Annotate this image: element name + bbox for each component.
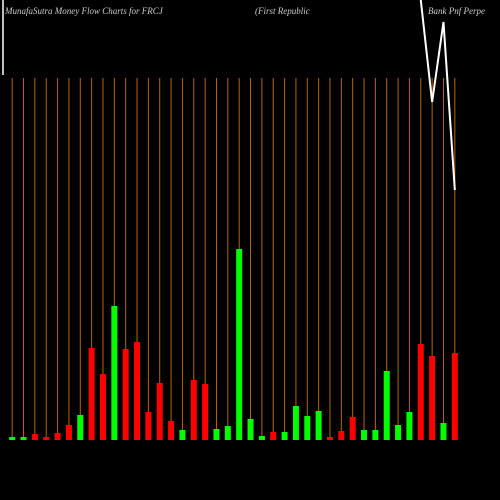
chart-title: (First Republic [255,6,310,16]
bar [304,416,311,440]
bar [247,419,254,440]
chart-title: MunafaSutra Money Flow Charts for FRCJ [4,6,164,16]
bar [440,423,447,440]
bar [179,430,186,440]
bar [315,411,322,440]
bar [88,348,95,440]
bar [236,249,243,440]
bar [9,437,16,440]
bar [281,432,288,440]
bar [451,353,458,440]
bar [168,421,175,440]
bar [111,306,118,440]
bar [292,406,299,440]
bar [429,356,436,440]
bar [145,412,152,440]
bar [77,415,84,440]
bar [406,412,413,440]
bar [20,437,27,440]
bar [349,417,356,440]
bar [372,430,379,440]
bar [54,433,61,440]
bar [258,436,265,440]
bar [99,374,106,440]
bar [65,425,72,440]
bar [361,430,368,440]
bar [417,344,424,440]
bar [395,425,402,440]
bar [156,383,163,440]
bar [338,431,345,440]
bar [134,342,141,440]
bar [43,437,50,440]
bar [190,380,197,440]
bar [202,384,209,440]
bar [31,434,38,440]
bar [270,432,277,440]
money-flow-line [419,0,456,191]
bar [326,437,333,440]
bar [122,349,129,440]
chart-title: Bank Pnf Perpe [428,6,485,16]
bar [383,371,390,440]
bar [213,429,220,440]
bar [224,426,231,440]
